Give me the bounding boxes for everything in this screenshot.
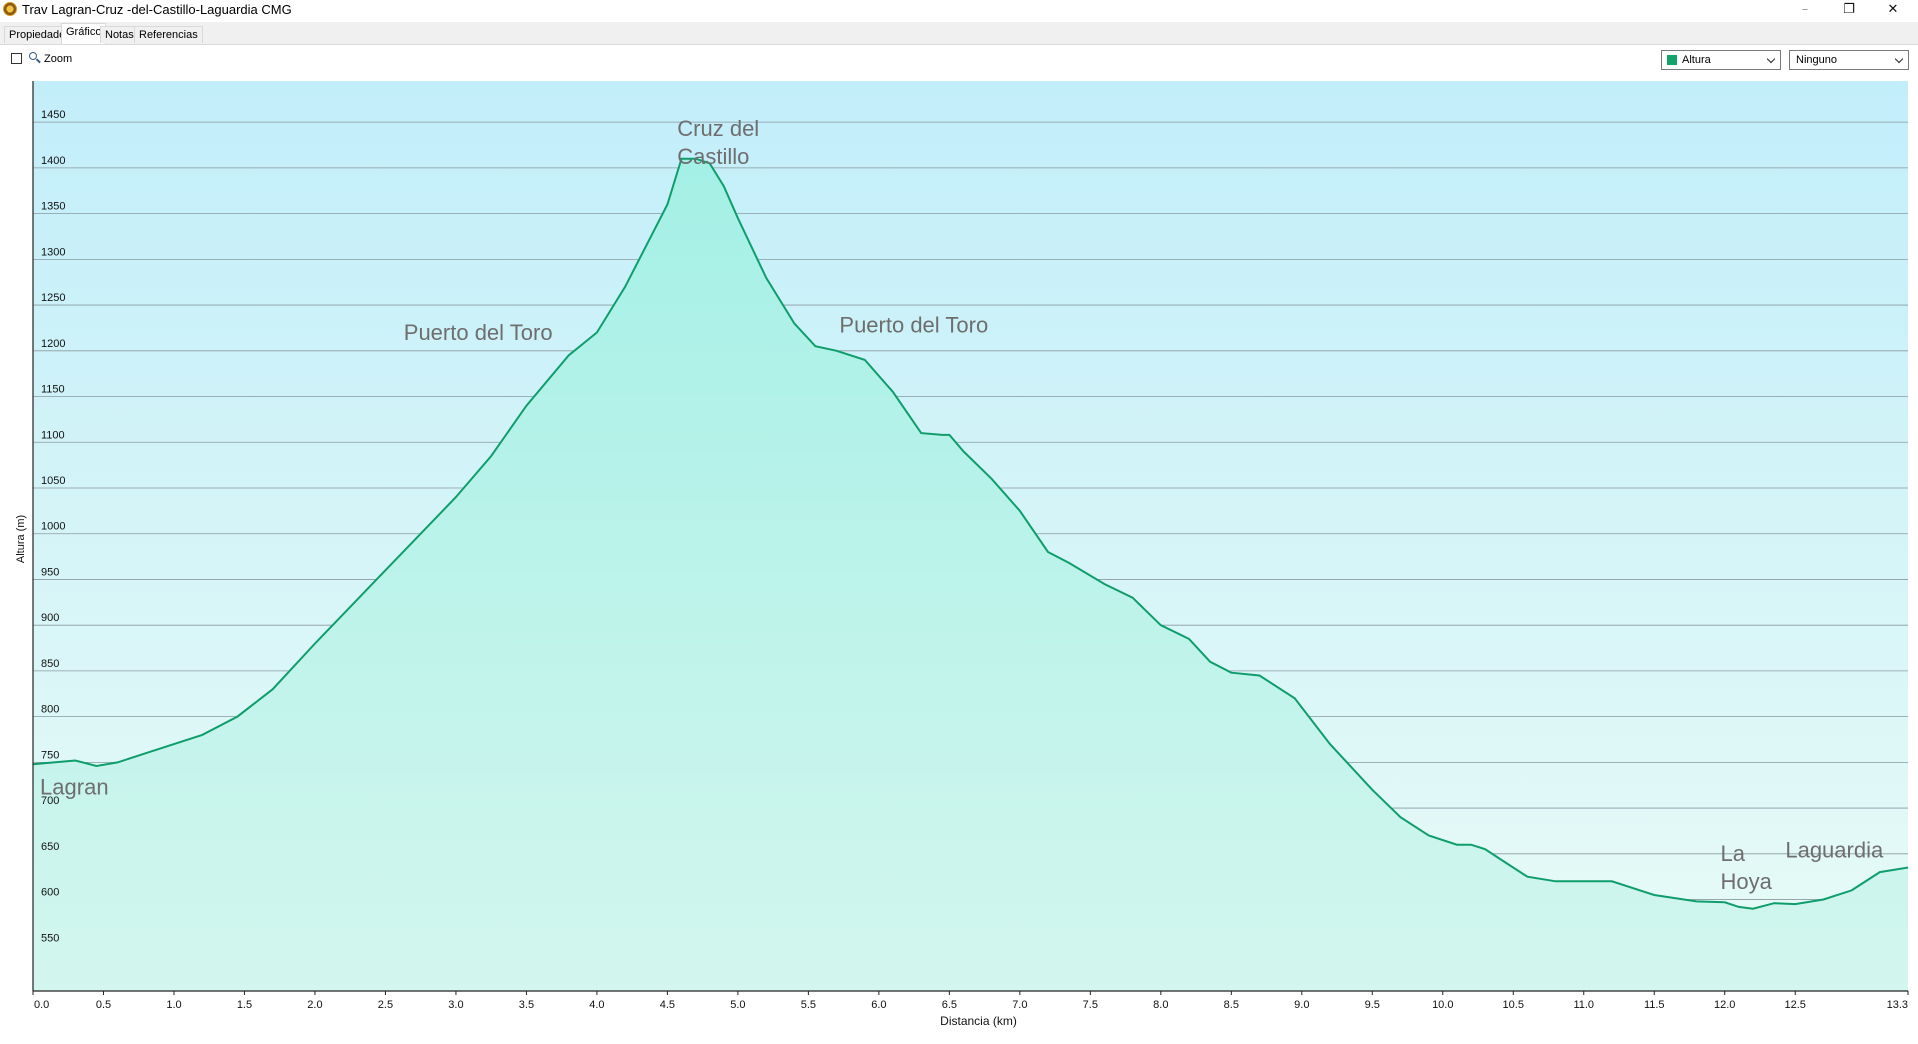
x-tick-label: 4.5 xyxy=(660,999,675,1011)
elevation-profile-chart[interactable]: 550 600 650 700 750 800 850 900 950 1000 1050 1100 1… xyxy=(0,75,1918,1044)
y-tick-label: 700 xyxy=(41,795,59,807)
primary-series-select[interactable]: Altura xyxy=(1661,50,1781,70)
x-tick-label: 12.0 xyxy=(1714,999,1735,1011)
y-tick-label: 800 xyxy=(41,704,59,716)
elevation-series-line xyxy=(32,157,1909,910)
y-tick-label: 1300 xyxy=(41,246,65,258)
x-tick-label: 2.5 xyxy=(378,999,393,1011)
close-button[interactable]: ✕ xyxy=(1887,2,1899,17)
x-tick-label: 5.5 xyxy=(801,999,816,1011)
y-tick-label: 900 xyxy=(41,612,59,624)
waypoint-label: Puerto del Toro xyxy=(839,313,988,338)
x-tick-label: 0.0 xyxy=(34,999,49,1011)
tab-grafico[interactable]: Gráfico xyxy=(61,23,107,44)
secondary-series-select[interactable]: Ninguno xyxy=(1789,50,1909,70)
y-tick-label: 850 xyxy=(41,658,59,670)
waypoint-label: Puerto del Toro xyxy=(404,320,553,345)
y-tick-label: 1450 xyxy=(41,109,65,121)
x-tick-label: 3.0 xyxy=(448,999,463,1011)
x-tick-label: 3.5 xyxy=(519,999,534,1011)
window-title: Trav Lagran-Cruz -del-Castillo-Laguardia… xyxy=(22,2,292,17)
magnifier-icon xyxy=(29,52,37,60)
x-tick-label: 9.0 xyxy=(1294,999,1309,1011)
x-tick-label: 0.5 xyxy=(96,999,111,1011)
y-tick-label: 1000 xyxy=(41,521,65,533)
y-tick-label: 1350 xyxy=(41,201,65,213)
y-tick-label: 1200 xyxy=(41,338,65,350)
x-tick-label: 10.5 xyxy=(1503,999,1524,1011)
y-tick-label: 1100 xyxy=(41,429,65,441)
y-tick-label: 1400 xyxy=(41,155,65,167)
x-tick-label: 7.0 xyxy=(1012,999,1027,1011)
x-tick-label: 12.5 xyxy=(1785,999,1806,1011)
series-color-swatch xyxy=(1667,55,1677,65)
x-tick-label: 1.0 xyxy=(166,999,181,1011)
x-tick-label: 8.5 xyxy=(1224,999,1239,1011)
tab-bar: Propiedades Gráfico Notas Referencias xyxy=(0,22,1918,45)
waypoint-label: Lagran xyxy=(40,774,109,799)
y-tick-label: 1150 xyxy=(41,384,65,396)
y-tick-label: 1250 xyxy=(41,292,65,304)
x-tick-label: 11.0 xyxy=(1573,999,1594,1011)
tab-referencias[interactable]: Referencias xyxy=(134,26,203,43)
y-tick-label: 600 xyxy=(41,887,59,899)
elevation-area-fill xyxy=(33,158,1908,991)
minimize-button[interactable]: – xyxy=(1801,2,1809,17)
x-axis-label: Distancia (km) xyxy=(940,1014,1017,1028)
primary-series-value: Altura xyxy=(1682,54,1711,66)
y-axis-label: Altura (m) xyxy=(15,515,27,563)
y-tick-label: 1050 xyxy=(41,475,65,487)
maximize-button[interactable]: ❐ xyxy=(1843,2,1855,17)
waypoint-label: La Hoya xyxy=(1721,841,1773,894)
x-tick-label: 11.5 xyxy=(1644,999,1665,1011)
y-tick-label: 650 xyxy=(41,841,59,853)
app-compass-icon xyxy=(3,2,17,16)
zoom-label: Zoom xyxy=(44,53,73,65)
waypoint-label: Cruz del Castillo xyxy=(677,116,759,169)
chevron-down-icon xyxy=(1766,54,1776,64)
x-tick-label: 4.0 xyxy=(589,999,604,1011)
x-tick-label: 7.5 xyxy=(1083,999,1098,1011)
secondary-series-value: Ninguno xyxy=(1796,54,1837,66)
tab-notas[interactable]: Notas xyxy=(100,26,139,43)
x-tick-label: 5.0 xyxy=(730,999,745,1011)
x-axis-ticks: 0.0 0.5 1.0 1.5 2.0 2.5 3.0 3.5 4.0 4.5 5.0 5.5 6.0 6… xyxy=(32,991,1909,1011)
x-tick-label: 13.3 xyxy=(1887,999,1908,1011)
axes xyxy=(32,81,1908,992)
zoom-checkbox[interactable] xyxy=(11,53,22,64)
x-tick-label: 1.5 xyxy=(237,999,252,1011)
x-tick-label: 8.0 xyxy=(1153,999,1168,1011)
y-tick-label: 950 xyxy=(41,566,59,578)
title-bar: Trav Lagran-Cruz -del-Castillo-Laguardia… xyxy=(0,0,1918,21)
chart-toolbar: Zoom Altura Ninguno xyxy=(0,45,1918,75)
y-tick-label: 550 xyxy=(41,932,59,944)
x-tick-label: 6.5 xyxy=(942,999,957,1011)
x-tick-label: 9.5 xyxy=(1365,999,1380,1011)
chevron-down-icon xyxy=(1894,54,1904,64)
y-axis-ticks: 550 600 650 700 750 800 850 900 950 1000 1050 1100 1… xyxy=(41,109,65,944)
y-tick-label: 750 xyxy=(41,749,59,761)
waypoint-label: Laguardia xyxy=(1785,837,1884,862)
x-tick-label: 2.0 xyxy=(307,999,322,1011)
x-tick-label: 6.0 xyxy=(871,999,886,1011)
tab-propiedades[interactable]: Propiedades xyxy=(4,26,76,43)
x-tick-label: 10.0 xyxy=(1432,999,1453,1011)
waypoint-labels: Lagran Puerto del Toro Cruz del Castillo Pue… xyxy=(40,116,1884,894)
